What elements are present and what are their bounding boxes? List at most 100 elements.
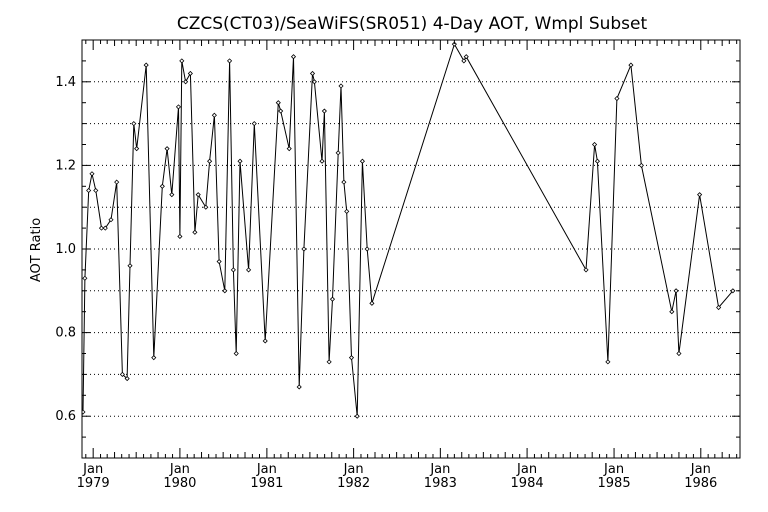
data-point xyxy=(369,300,375,306)
data-point xyxy=(230,267,236,273)
data-point xyxy=(179,58,185,64)
data-point xyxy=(169,192,175,198)
data-point xyxy=(187,70,193,77)
x-tick-month-label: Jan xyxy=(603,462,624,477)
data-point xyxy=(177,233,183,240)
x-tick-month-label: Jan xyxy=(343,462,364,477)
y-tick-label: 1.2 xyxy=(55,158,76,173)
data-point xyxy=(628,62,634,68)
data-point xyxy=(309,70,316,77)
data-point xyxy=(216,258,222,265)
data-point xyxy=(461,58,467,64)
y-tick-label: 0.8 xyxy=(55,326,76,341)
x-tick-year-label: 1983 xyxy=(424,476,457,491)
data-point xyxy=(354,413,360,419)
data-point xyxy=(348,355,355,361)
x-tick-month-label: Jan xyxy=(169,462,190,477)
data-point xyxy=(131,121,137,127)
chart-title: CZCS(CT03)/SeaWiFS(SR051) 4-Day AOT, Wmp… xyxy=(177,14,648,34)
data-point xyxy=(175,104,182,110)
data-point xyxy=(192,229,198,235)
data-point xyxy=(93,187,99,194)
data-point xyxy=(594,158,600,164)
data-points xyxy=(82,41,736,419)
y-tick-label: 1.4 xyxy=(55,75,76,90)
data-point xyxy=(222,288,228,294)
data-point xyxy=(359,158,365,164)
data-point xyxy=(227,58,233,64)
grid-lines xyxy=(82,81,740,417)
data-point xyxy=(338,83,344,89)
data-point xyxy=(676,350,682,357)
data-point xyxy=(341,179,347,185)
data-point xyxy=(286,146,292,152)
data-point xyxy=(614,95,620,102)
data-point xyxy=(164,146,170,152)
data-point xyxy=(296,384,302,390)
data-point xyxy=(638,162,644,168)
data-point xyxy=(311,79,317,85)
data-point xyxy=(114,179,120,185)
data-point xyxy=(127,263,133,269)
data-point xyxy=(335,150,341,156)
data-point xyxy=(321,108,327,114)
data-point xyxy=(86,187,92,194)
data-point xyxy=(329,296,336,302)
x-axis-ticks: Jan1979Jan1980Jan1981Jan1982Jan1983Jan19… xyxy=(77,40,738,491)
data-point xyxy=(159,183,165,189)
data-point xyxy=(364,246,370,252)
series-path xyxy=(82,42,734,417)
data-point xyxy=(195,192,201,198)
data-point xyxy=(301,246,307,252)
data-point xyxy=(262,338,268,344)
x-tick-month-label: Jan xyxy=(690,462,711,477)
data-point xyxy=(592,141,598,148)
data-point xyxy=(82,275,88,281)
data-point xyxy=(669,309,675,315)
data-point xyxy=(143,62,149,68)
data-point xyxy=(251,121,257,127)
x-tick-year-label: 1984 xyxy=(511,476,544,491)
data-point xyxy=(583,267,589,273)
data-point xyxy=(697,192,703,198)
data-point xyxy=(89,171,95,177)
y-tick-label: 0.6 xyxy=(55,409,76,424)
x-tick-year-label: 1981 xyxy=(250,476,283,491)
y-axis-ticks: 0.6 0.8 1.0 1.2 1.4 xyxy=(55,39,740,459)
data-point xyxy=(233,350,239,357)
series-line xyxy=(82,42,734,417)
data-point xyxy=(246,267,252,273)
data-point xyxy=(183,79,189,85)
data-point xyxy=(451,41,457,47)
data-point xyxy=(82,409,86,415)
data-point xyxy=(605,359,611,365)
data-point xyxy=(326,359,332,365)
x-tick-month-label: Jan xyxy=(82,462,103,477)
data-point xyxy=(134,146,140,152)
y-tick-label: 1.0 xyxy=(55,242,76,257)
data-point xyxy=(344,208,350,214)
data-point xyxy=(98,225,105,231)
x-tick-year-label: 1979 xyxy=(77,476,110,491)
x-tick-month-label: Jan xyxy=(516,462,537,477)
data-point xyxy=(124,376,130,382)
data-point xyxy=(716,304,722,311)
data-point xyxy=(275,100,281,106)
data-point xyxy=(730,288,736,294)
data-point xyxy=(237,158,243,164)
x-tick-year-label: 1985 xyxy=(598,476,631,491)
data-point xyxy=(203,204,209,210)
data-point xyxy=(463,54,469,60)
data-point xyxy=(151,355,157,361)
x-tick-year-label: 1980 xyxy=(163,476,196,491)
data-point xyxy=(278,108,284,114)
data-point xyxy=(119,371,125,377)
data-point xyxy=(211,112,217,118)
x-tick-year-label: 1982 xyxy=(337,476,370,491)
x-tick-year-label: 1986 xyxy=(684,476,717,491)
y-axis-label: AOT Ratio xyxy=(29,218,44,282)
data-point xyxy=(108,217,114,223)
x-tick-month-label: Jan xyxy=(429,462,450,477)
x-tick-month-label: Jan xyxy=(256,462,277,477)
